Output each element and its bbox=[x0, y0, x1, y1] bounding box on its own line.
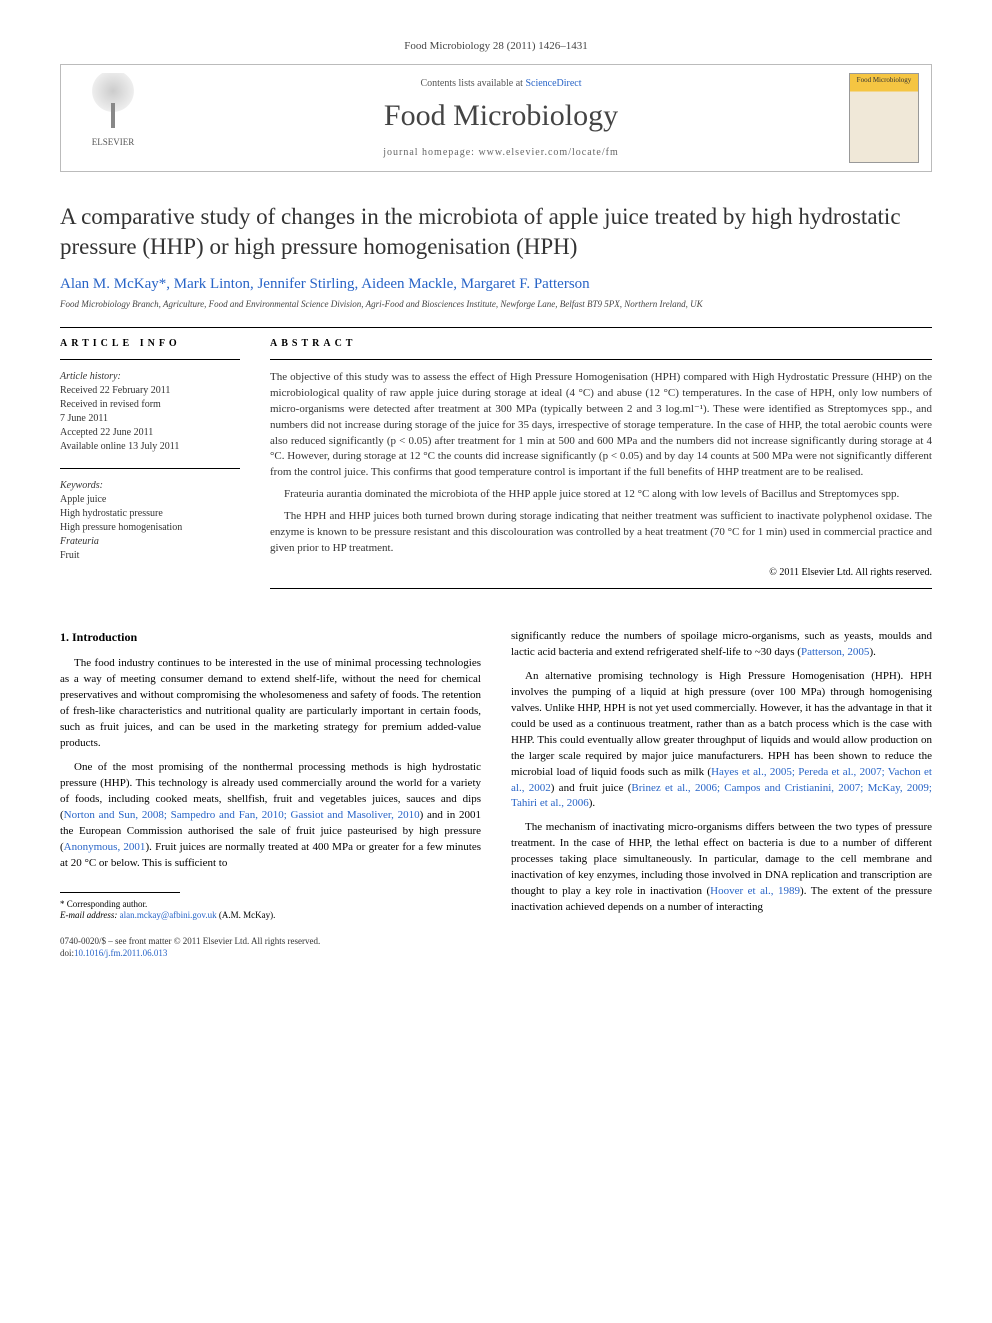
abstract-p3: The HPH and HHP juices both turned brown… bbox=[270, 509, 932, 557]
body-columns: 1. Introduction The food industry contin… bbox=[60, 629, 932, 959]
issn-line: 0740-0020/$ – see front matter © 2011 El… bbox=[60, 936, 481, 948]
online-date: Available online 13 July 2011 bbox=[60, 440, 240, 454]
footer-info: 0740-0020/$ – see front matter © 2011 El… bbox=[60, 936, 481, 959]
footnote-separator bbox=[60, 892, 180, 893]
article-info-label: ARTICLE INFO bbox=[60, 338, 240, 349]
info-abstract-row: ARTICLE INFO Article history: Received 2… bbox=[60, 338, 932, 599]
text: ). bbox=[869, 646, 875, 658]
publisher-name: ELSEVIER bbox=[92, 137, 135, 147]
article-history: Article history: Received 22 February 20… bbox=[60, 370, 240, 454]
abstract-column: ABSTRACT The objective of this study was… bbox=[270, 338, 932, 599]
abstract-label: ABSTRACT bbox=[270, 338, 932, 349]
homepage-prefix: journal homepage: bbox=[383, 147, 478, 158]
keyword: Apple juice bbox=[60, 493, 240, 507]
keyword: Frateuria bbox=[60, 535, 240, 549]
citation-link[interactable]: Anonymous, 2001 bbox=[64, 841, 146, 853]
journal-homepage: journal homepage: www.elsevier.com/locat… bbox=[153, 147, 849, 158]
corr-author-label: * Corresponding author. bbox=[60, 899, 481, 911]
contents-available-label: Contents lists available at ScienceDirec… bbox=[153, 78, 849, 89]
divider bbox=[60, 327, 932, 328]
col2-p3: The mechanism of inactivating micro-orga… bbox=[511, 820, 932, 916]
doi-label: doi: bbox=[60, 948, 74, 958]
revised-date: 7 June 2011 bbox=[60, 412, 240, 426]
revised-label: Received in revised form bbox=[60, 398, 240, 412]
journal-title: Food Microbiology bbox=[153, 99, 849, 133]
journal-header: ELSEVIER Contents lists available at Sci… bbox=[60, 64, 932, 172]
citation-link[interactable]: Hoover et al., 1989 bbox=[710, 885, 800, 897]
email-link[interactable]: alan.mckay@afbini.gov.uk bbox=[120, 910, 217, 920]
left-column: 1. Introduction The food industry contin… bbox=[60, 629, 481, 959]
introduction-heading: 1. Introduction bbox=[60, 629, 481, 646]
doi-line: doi:10.1016/j.fm.2011.06.013 bbox=[60, 948, 481, 960]
info-divider bbox=[60, 468, 240, 469]
keyword: High pressure homogenisation bbox=[60, 521, 240, 535]
abstract-p1: The objective of this study was to asses… bbox=[270, 370, 932, 482]
text: ) and fruit juice ( bbox=[551, 782, 632, 794]
col2-p1: significantly reduce the numbers of spoi… bbox=[511, 629, 932, 661]
email-line: E-mail address: alan.mckay@afbini.gov.uk… bbox=[60, 910, 481, 922]
corresponding-author-footnote: * Corresponding author. E-mail address: … bbox=[60, 899, 481, 922]
article-info-column: ARTICLE INFO Article history: Received 2… bbox=[60, 338, 240, 599]
email-suffix: (A.M. McKay). bbox=[217, 910, 276, 920]
authors-list: Alan M. McKay*, Mark Linton, Jennifer St… bbox=[60, 276, 932, 293]
abstract-end-divider bbox=[270, 588, 932, 589]
received-date: Received 22 February 2011 bbox=[60, 384, 240, 398]
contents-prefix: Contents lists available at bbox=[420, 78, 525, 89]
doi-link[interactable]: 10.1016/j.fm.2011.06.013 bbox=[74, 948, 167, 958]
history-label: Article history: bbox=[60, 370, 240, 384]
text: An alternative promising technology is H… bbox=[511, 670, 932, 778]
author-link[interactable]: Alan M. McKay*, Mark Linton, Jennifer St… bbox=[60, 276, 590, 292]
col2-p2: An alternative promising technology is H… bbox=[511, 669, 932, 812]
info-divider bbox=[60, 359, 240, 360]
journal-reference: Food Microbiology 28 (2011) 1426–1431 bbox=[60, 40, 932, 52]
abstract-text: The objective of this study was to asses… bbox=[270, 370, 932, 557]
email-label: E-mail address: bbox=[60, 910, 120, 920]
elsevier-tree-icon bbox=[83, 73, 143, 133]
keyword: Fruit bbox=[60, 549, 240, 563]
abstract-divider bbox=[270, 359, 932, 360]
citation-link[interactable]: Patterson, 2005 bbox=[801, 646, 869, 658]
right-column: significantly reduce the numbers of spoi… bbox=[511, 629, 932, 959]
keyword: High hydrostatic pressure bbox=[60, 507, 240, 521]
citation-link[interactable]: Norton and Sun, 2008; Sampedro and Fan, … bbox=[64, 809, 420, 821]
journal-cover-thumbnail: Food Microbiology bbox=[849, 73, 919, 163]
homepage-url[interactable]: www.elsevier.com/locate/fm bbox=[478, 147, 618, 158]
keywords-block: Keywords: Apple juice High hydrostatic p… bbox=[60, 479, 240, 563]
sciencedirect-link[interactable]: ScienceDirect bbox=[525, 78, 581, 89]
accepted-date: Accepted 22 June 2011 bbox=[60, 426, 240, 440]
intro-p2: One of the most promising of the nonther… bbox=[60, 760, 481, 872]
header-center: Contents lists available at ScienceDirec… bbox=[153, 78, 849, 158]
copyright: © 2011 Elsevier Ltd. All rights reserved… bbox=[270, 567, 932, 578]
abstract-p2: Frateuria aurantia dominated the microbi… bbox=[270, 487, 932, 503]
intro-p1: The food industry continues to be intere… bbox=[60, 656, 481, 752]
elsevier-logo: ELSEVIER bbox=[73, 73, 153, 163]
affiliation: Food Microbiology Branch, Agriculture, F… bbox=[60, 299, 932, 309]
article-title: A comparative study of changes in the mi… bbox=[60, 202, 932, 262]
text: ). bbox=[589, 797, 595, 809]
keywords-label: Keywords: bbox=[60, 479, 240, 493]
